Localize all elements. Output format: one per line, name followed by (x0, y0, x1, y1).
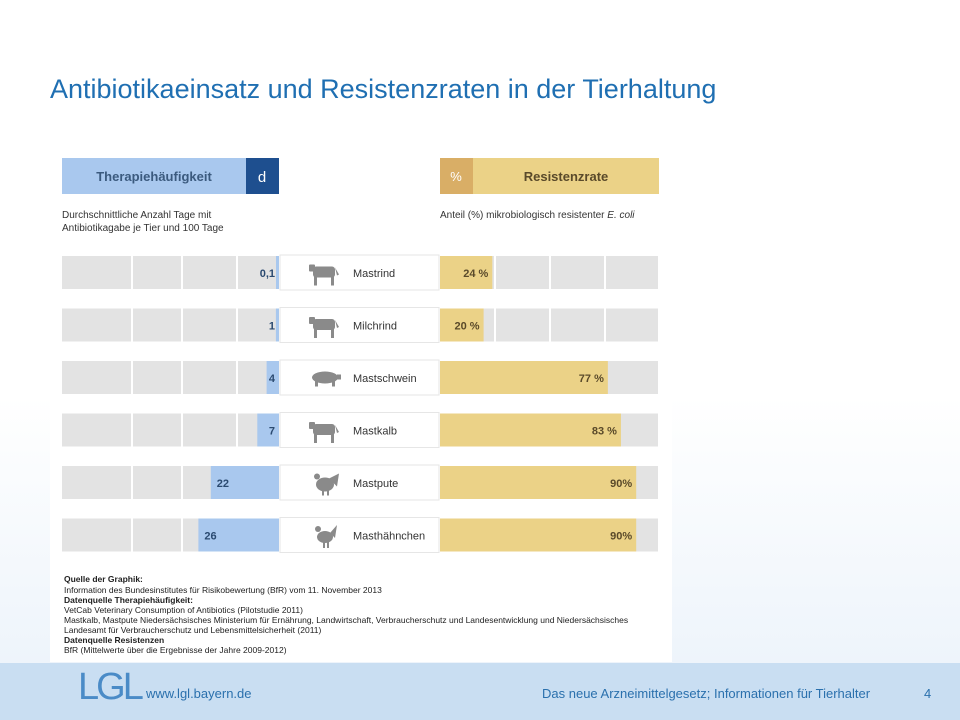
footer-text: Das neue Arzneimittelgesetz; Information… (542, 686, 871, 701)
right-bar (440, 413, 621, 447)
left-bar (275, 308, 279, 342)
cow-icon (309, 317, 339, 338)
right-subtitle-text: Anteil (%) mikrobiologisch resistenter (440, 210, 605, 221)
left-track (62, 256, 279, 289)
lgl-logo: LGL (78, 666, 144, 708)
right-unit-label: % (450, 169, 462, 184)
page-number: 4 (924, 686, 932, 701)
left-bar (266, 361, 279, 394)
category-label: Mastpute (353, 478, 398, 490)
left-track (62, 413, 279, 447)
category-label: Mastschwein (353, 373, 417, 385)
left-bar-label: 7 (269, 426, 275, 438)
right-unit-box (440, 158, 473, 194)
category-label: Masthähnchen (353, 531, 425, 543)
footer-bar (0, 663, 960, 720)
source-graphic-text: Information des Bundesinstitutes für Ris… (64, 585, 382, 595)
right-header-label: Resistenzrate (524, 169, 609, 184)
cattle-icon (309, 264, 339, 286)
turkey-icon (314, 473, 339, 496)
category-box (279, 254, 440, 291)
footer-website-link[interactable]: www.lgl.bayern.de (146, 686, 252, 701)
category-box (279, 307, 440, 343)
left-track (62, 361, 279, 394)
category-box (279, 412, 440, 448)
right-bar (440, 518, 637, 552)
left-bar (198, 518, 279, 552)
chart-figure: Therapiehäufigkeit d Durchschnittliche A… (50, 150, 672, 662)
left-bar-label: 4 (269, 373, 276, 385)
right-bar-label: 90% (610, 478, 632, 490)
left-unit-label: d (258, 169, 266, 186)
source-therapy-line1: VetCab Veterinary Consumption of Antibio… (64, 605, 303, 615)
chicken-icon (315, 525, 337, 548)
right-bar-label: 90% (610, 531, 632, 543)
calf-icon (309, 422, 339, 443)
left-unit-box (246, 158, 279, 194)
right-bar-label: 83 % (592, 426, 617, 438)
category-label: Mastrind (353, 268, 395, 280)
left-track (62, 308, 279, 342)
right-subtitle-italic: E. coli (607, 210, 635, 221)
chart-rows: 0,1 Mastrind 24 % 1 Milchrind 20 % 4 Mastschwei… (62, 254, 658, 553)
category-label: Milchrind (353, 321, 397, 333)
right-bar-label: 20 % (455, 321, 480, 333)
left-bar (210, 466, 279, 499)
left-bar (257, 413, 279, 447)
category-box (279, 464, 440, 501)
right-bar (440, 256, 493, 289)
left-bar-label: 22 (217, 478, 229, 490)
category-label: Mastkalb (353, 426, 397, 438)
left-bar (276, 256, 279, 289)
right-header-bar (473, 158, 659, 194)
left-bar-label: 1 (269, 321, 275, 333)
source-therapy-line3: Landesamt für Verbraucherschutz und Lebe… (64, 625, 322, 635)
category-box (279, 359, 440, 396)
source-therapy-line2: Mastkalb, Mastpute Niedersächsisches Min… (64, 615, 629, 625)
pig-icon (312, 371, 341, 387)
source-therapy-head: Datenquelle Therapiehäufigkeit: (64, 595, 193, 605)
slide-title: Antibiotikaeinsatz und Resistenzraten in… (50, 74, 717, 104)
source-graphic-head: Quelle der Graphik: (64, 574, 143, 584)
right-bar (440, 466, 637, 499)
source-resist-head: Datenquelle Resistenzen (64, 635, 165, 645)
left-bar-label: 26 (204, 531, 216, 543)
left-header-label: Therapiehäufigkeit (96, 169, 212, 184)
right-subtitle: Anteil (%) mikrobiologisch resistenter E… (440, 210, 635, 221)
left-header-bar (62, 158, 246, 194)
left-bar-label: 0,1 (260, 268, 275, 280)
right-bar (440, 308, 484, 342)
right-bar-label: 24 % (463, 268, 488, 280)
category-box (279, 517, 440, 553)
source-resist-text: BfR (Mittelwerte über die Ergebnisse der… (64, 645, 287, 655)
right-bar (440, 361, 608, 394)
chart-svg: Therapiehäufigkeit d Durchschnittliche A… (62, 158, 659, 553)
left-subtitle-1: Durchschnittliche Anzahl Tage mit (62, 210, 212, 221)
right-bar-label: 77 % (579, 373, 604, 385)
left-subtitle-2: Antibiotikagabe je Tier und 100 Tage (62, 223, 224, 234)
